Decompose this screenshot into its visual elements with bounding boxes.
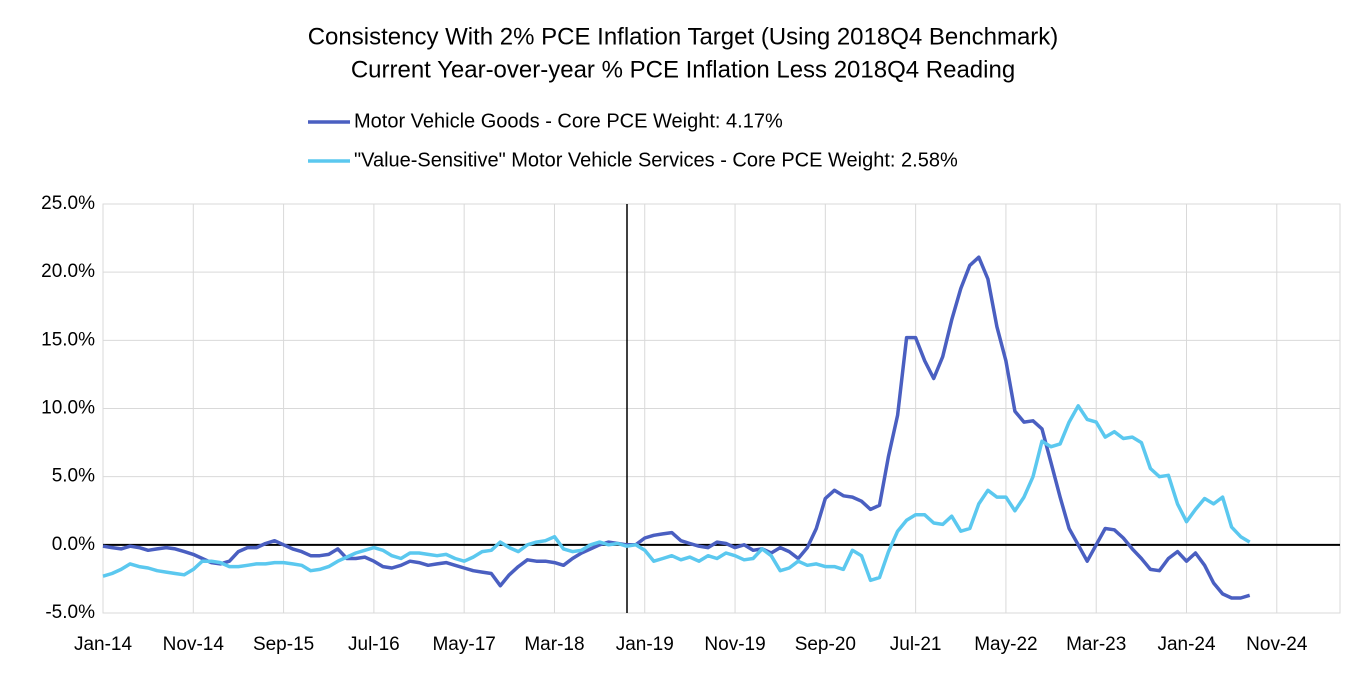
x-tick-label: Jan-19 — [616, 634, 674, 655]
legend-label: Motor Vehicle Goods - Core PCE Weight: 4… — [354, 110, 783, 132]
x-tick-label: Jan-24 — [1157, 634, 1216, 655]
x-tick-label: Sep-20 — [795, 634, 856, 655]
y-tick-label: -5.0% — [45, 602, 95, 623]
x-tick-label: May-22 — [974, 634, 1037, 655]
x-tick-label: Mar-23 — [1066, 634, 1126, 655]
chart-title: Consistency With 2% PCE Inflation Target… — [308, 23, 1059, 50]
x-tick-label: Mar-18 — [524, 634, 584, 655]
y-tick-label: 15.0% — [41, 329, 95, 350]
y-tick-label: 10.0% — [41, 398, 95, 419]
y-tick-label: 5.0% — [52, 466, 95, 487]
x-tick-label: Sep-15 — [253, 634, 314, 655]
series-line — [102, 404, 1251, 583]
x-tick-label: Jul-21 — [890, 634, 942, 655]
y-tick-label: 25.0% — [41, 193, 95, 214]
legend-label: "Value-Sensitive" Motor Vehicle Services… — [354, 149, 958, 171]
chart-subtitle: Current Year-over-year % PCE Inflation L… — [351, 56, 1015, 83]
y-tick-label: 20.0% — [41, 261, 95, 282]
x-tick-label: Nov-14 — [163, 634, 225, 655]
y-tick-label: 0.0% — [52, 534, 95, 555]
x-tick-label: May-17 — [432, 634, 495, 655]
x-tick-label: Nov-24 — [1246, 634, 1308, 655]
x-tick-label: Jul-16 — [348, 634, 400, 655]
x-tick-label: Jan-14 — [74, 634, 133, 655]
x-tick-label: Nov-19 — [704, 634, 765, 655]
series-line — [102, 255, 1251, 600]
